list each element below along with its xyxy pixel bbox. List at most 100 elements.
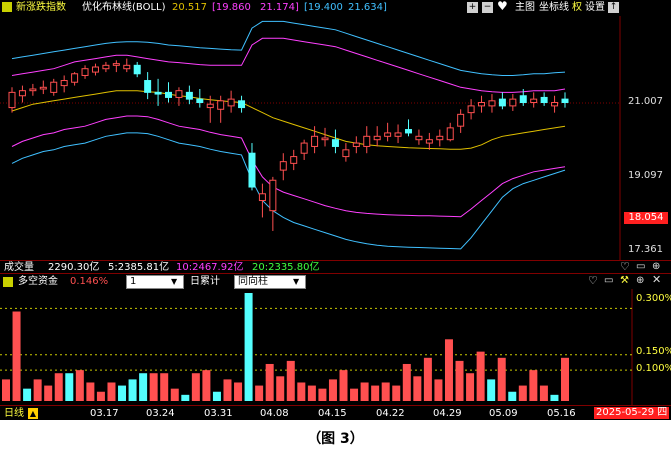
fund-bar (223, 379, 232, 401)
candle-body (352, 142, 360, 147)
date-tick-label: 04.08 (260, 408, 289, 419)
heart-icon[interactable]: ♥ (497, 0, 508, 13)
plus-icon[interactable]: + (467, 2, 478, 13)
volume-ma20: 20:2335.80亿 (252, 262, 320, 273)
fund-bar (434, 379, 443, 401)
candle-body (29, 88, 37, 92)
candle-body (102, 64, 110, 70)
candle-body (165, 91, 173, 98)
boll-upper-bracket: [19.860 (212, 2, 251, 13)
candle-body (342, 149, 350, 158)
candle-body (373, 135, 381, 141)
window-icon[interactable]: ▭ (636, 261, 646, 272)
candle-body (238, 100, 246, 109)
fund-bar (276, 376, 285, 401)
fund-bar (181, 394, 190, 401)
display-select[interactable]: 同向柱 ▼ (234, 275, 306, 289)
fund-bar (423, 357, 432, 401)
zoom-icon[interactable]: ⊕ (652, 261, 661, 272)
fund-bar (497, 357, 506, 401)
fund-bar (149, 373, 158, 401)
candle-body (154, 91, 162, 95)
tools-icon[interactable]: ⚒ (620, 275, 629, 286)
triangle-up-icon[interactable]: ▲ (28, 408, 38, 419)
candle-body (133, 64, 141, 75)
candle-body (227, 98, 235, 107)
weight-button[interactable]: 权 (572, 2, 582, 13)
candle-body (8, 91, 16, 109)
fund-bar (444, 339, 453, 401)
fund-bar (466, 373, 475, 401)
period-select[interactable]: 1 ▼ (126, 275, 184, 289)
candle-body (258, 193, 266, 202)
period-label[interactable]: 日线 (4, 408, 24, 419)
fund-bar (328, 379, 337, 401)
fund-tick-label: 0.100% (636, 363, 671, 374)
fund-bar (508, 391, 517, 401)
chevron-down-icon[interactable]: ▼ (171, 277, 178, 286)
mode-label[interactable]: 日累计 (190, 276, 220, 287)
heart-icon[interactable]: ♡ (620, 260, 630, 273)
fund-bar (402, 363, 411, 401)
close-icon[interactable]: ✕ (652, 273, 662, 286)
chevron-down-icon[interactable]: ▼ (293, 277, 300, 286)
fund-bar (44, 385, 53, 401)
minus-icon[interactable]: − (482, 2, 493, 13)
fund-bar (234, 382, 243, 401)
indicator-name[interactable]: 优化布林线(BOLL) (82, 2, 166, 13)
fund-bar (2, 379, 10, 401)
candle-body (384, 132, 392, 137)
fund-flow-bar-chart[interactable] (0, 289, 671, 405)
fund-tick-label: 0.300% (636, 293, 671, 304)
figure-caption: （图 3） (307, 431, 364, 447)
candle-body (123, 64, 131, 70)
candle-body (425, 139, 433, 144)
fund-tick-label: 0.150% (636, 346, 671, 357)
fund-bar (12, 311, 21, 401)
stock-chart-window: 新涨跌指数 优化布林线(BOLL) 20.517 [19.860 21.174]… (0, 0, 671, 420)
fund-bar (75, 370, 84, 401)
fund-bar (518, 385, 527, 401)
fund-bar (371, 385, 380, 401)
fund-bar (54, 373, 63, 401)
fund-bar (286, 360, 295, 401)
coordinate-line-button[interactable]: 坐标线 (539, 2, 569, 13)
candle-body (498, 98, 506, 107)
index-name[interactable]: 新涨跌指数 (16, 2, 66, 13)
candle-body (540, 96, 548, 104)
candle-body (478, 102, 486, 107)
candle-body (18, 90, 26, 97)
window-icon[interactable]: ▭ (604, 275, 614, 286)
zoom-icon[interactable]: ⊕ (636, 275, 645, 286)
fund-bar (212, 391, 221, 401)
indicator-icon (3, 277, 13, 287)
fund-bar (550, 394, 559, 401)
candle-body (561, 98, 569, 104)
boll-upper-value: 21.174] (260, 2, 299, 13)
boll-lower-bracket: [19.400 (304, 2, 343, 13)
volume-ma10: 10:2467.92亿 (176, 262, 244, 273)
candle-body (196, 98, 204, 104)
date-tick-label: 04.22 (376, 408, 405, 419)
candle-body (415, 135, 423, 141)
price-tick-label: 19.097 (628, 170, 663, 181)
candle-body (39, 86, 47, 90)
settings-button[interactable]: 设置 (585, 2, 605, 13)
fund-bar (255, 385, 264, 401)
fund-bar (360, 382, 369, 401)
arrow-up-icon[interactable]: ↑ (608, 2, 619, 13)
candle-body (112, 63, 120, 66)
volume-info-row: 成交量 2290.30亿 5:2385.81亿 10:2467.92亿 20:2… (0, 260, 671, 273)
fund-bar (307, 385, 316, 401)
index-icon (2, 2, 12, 12)
candlestick-chart[interactable] (0, 16, 671, 260)
candle-body (530, 98, 538, 104)
fund-flow-title[interactable]: 多空资金 (18, 276, 58, 287)
heart-icon[interactable]: ♡ (588, 274, 598, 287)
fund-bar (96, 391, 105, 401)
candle-body (488, 100, 496, 107)
current-price-badge: 18.054 (624, 212, 668, 224)
candle-body (321, 137, 329, 141)
main-chart-button[interactable]: 主图 (515, 2, 535, 13)
candle-body (248, 152, 256, 188)
